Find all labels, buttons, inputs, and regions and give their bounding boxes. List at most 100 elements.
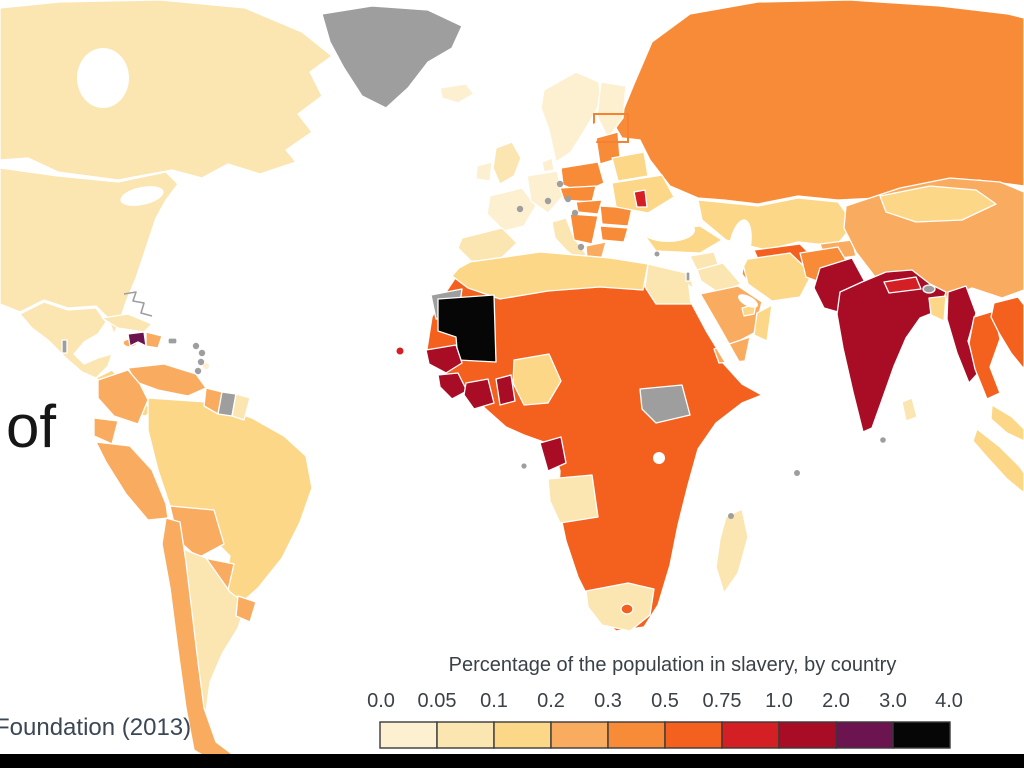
legend-swatch	[721, 721, 780, 749]
legend-tick-labels: 0.0 0.05 0.1 0.2 0.3 0.5 0.75 1.0 2.0 3.…	[0, 690, 1024, 714]
country-senegal	[425, 344, 463, 374]
country-uruguay	[235, 595, 257, 623]
country-south-sudan	[639, 384, 691, 424]
country-puerto-rico	[167, 337, 178, 345]
country-egypt	[644, 263, 698, 305]
country-iceland	[439, 83, 475, 104]
legend-swatch	[607, 721, 666, 749]
country-cape-verde	[396, 347, 404, 355]
israel-sliver	[685, 271, 691, 282]
legend-swatch	[835, 721, 894, 749]
seychelles-dot	[794, 470, 800, 476]
microstate-dot	[577, 243, 585, 251]
country-balkans	[569, 213, 599, 245]
country-norway-sweden	[540, 71, 602, 163]
country-madagascar	[715, 508, 749, 594]
legend-swatch	[664, 721, 723, 749]
country-belarus	[611, 151, 649, 182]
legend-swatch	[892, 721, 951, 749]
legend-tick: 0.2	[537, 690, 565, 712]
country-bhutan	[922, 284, 936, 294]
source-attribution: Foundation (2013)	[0, 714, 192, 741]
country-iran	[741, 252, 813, 302]
country-nigeria	[512, 353, 562, 406]
cyprus-dot	[654, 251, 660, 257]
country-hungary	[575, 199, 603, 215]
sao-tome-dot	[521, 463, 527, 469]
legend-swatch	[778, 721, 837, 749]
country-mongolia	[879, 185, 997, 223]
microstate-dot	[571, 209, 579, 217]
legend-swatch	[379, 721, 438, 749]
country-bulgaria	[599, 225, 629, 243]
legend-swatch	[550, 721, 609, 749]
comoros-dot	[728, 513, 734, 519]
legend-swatch	[493, 721, 552, 749]
legend-tick: 1.0	[765, 690, 793, 712]
lake-victoria	[653, 452, 665, 464]
country-malaysia	[990, 404, 1024, 442]
legend-tick: 0.05	[417, 690, 457, 712]
country-denmark	[541, 157, 555, 173]
country-brazil	[147, 397, 313, 605]
persian-gulf	[738, 294, 758, 308]
legend-swatch	[436, 721, 495, 749]
country-togo-benin	[495, 374, 516, 406]
country-haiti	[127, 331, 147, 347]
country-lesotho	[620, 603, 634, 615]
great-lakes	[120, 186, 164, 206]
legend-title: Percentage of the population in slavery,…	[448, 654, 897, 676]
country-south-africa	[585, 582, 655, 632]
country-united-states	[0, 167, 179, 335]
country-sri-lanka	[901, 397, 918, 422]
lesser-antilles-dot	[203, 363, 209, 369]
country-bangladesh	[928, 295, 947, 322]
microstate-dot	[516, 205, 524, 213]
country-dominican-republic	[145, 331, 163, 349]
country-french-guiana	[231, 393, 251, 421]
country-finland	[596, 81, 627, 139]
country-united-kingdom	[492, 141, 522, 185]
country-india	[836, 269, 947, 433]
black-sea	[641, 218, 695, 242]
country-indonesia	[972, 428, 1024, 494]
country-cuba	[101, 313, 153, 333]
legend-tick: 0.75	[702, 690, 742, 712]
country-france	[486, 187, 537, 232]
country-morocco-algeria-libya	[451, 251, 649, 300]
country-germany	[526, 170, 564, 214]
bahamas-outline	[123, 291, 153, 317]
lesser-antilles-dot	[198, 349, 206, 357]
legend-tick: 0.3	[594, 690, 622, 712]
lesser-antilles-dot	[197, 358, 205, 366]
country-angola	[547, 474, 599, 524]
microstate-dot	[544, 197, 552, 205]
cropped-title-fragment: of	[6, 393, 57, 460]
country-greenland	[321, 5, 463, 109]
legend-tick: 4.0	[935, 690, 963, 712]
country-moldova	[633, 189, 648, 208]
legend-tick: 2.0	[822, 690, 850, 712]
country-oman	[753, 304, 773, 342]
country-ecuador	[93, 417, 119, 445]
country-gabon	[539, 436, 567, 472]
country-laos-vietnam	[990, 296, 1024, 370]
bottom-black-bar	[0, 754, 1024, 768]
microstate-dot	[556, 180, 564, 188]
legend-tick: 0.5	[651, 690, 679, 712]
country-cote-divoire	[463, 378, 495, 410]
baltic-sea	[581, 122, 599, 162]
microstate-dot	[564, 195, 572, 203]
red-sea	[688, 284, 746, 380]
country-russia	[615, 0, 1024, 205]
legend-color-bar	[379, 721, 951, 749]
country-ireland	[475, 161, 493, 182]
legend-tick: 0.0	[367, 690, 395, 712]
country-colombia	[97, 369, 149, 425]
lesser-antilles-dot	[192, 342, 200, 350]
lesser-antilles-dot	[194, 367, 202, 375]
country-canada	[0, 0, 333, 181]
country-nepal	[883, 276, 922, 294]
